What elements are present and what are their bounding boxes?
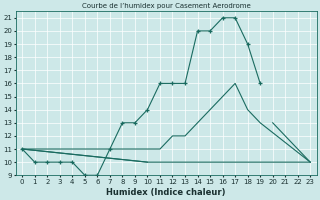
X-axis label: Humidex (Indice chaleur): Humidex (Indice chaleur) — [107, 188, 226, 197]
Title: Courbe de l’humidex pour Casement Aerodrome: Courbe de l’humidex pour Casement Aerodr… — [82, 3, 251, 9]
